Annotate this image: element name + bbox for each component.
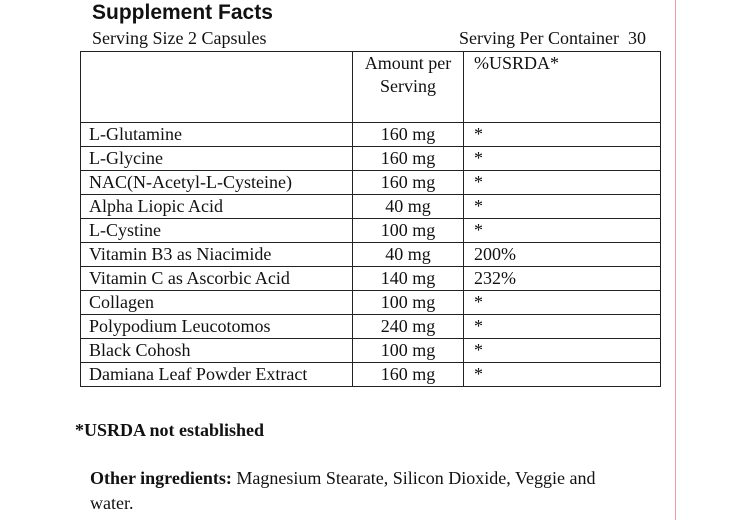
table-row: L-Cystine 100 mg *: [80, 218, 661, 243]
table-row: Damiana Leaf Powder Extract 160 mg *: [80, 362, 661, 387]
table-cell: L-Cystine: [80, 218, 353, 243]
table-row: NAC(N-Acetyl-L-Cysteine) 160 mg *: [80, 170, 661, 195]
margin-line: [675, 0, 676, 520]
table-cell: *: [463, 362, 661, 387]
table-cell: *: [463, 122, 661, 147]
servings-per-container: Serving Per Container 30: [459, 28, 646, 48]
table-row: Polypodium Leucotomos 240 mg *: [80, 314, 661, 339]
title: Supplement Facts: [92, 1, 273, 24]
table-row: L-Glutamine 160 mg *: [80, 122, 661, 147]
table-row: Collagen 100 mg *: [80, 290, 661, 315]
other-text: Magnesium Stearate, Silicon Dioxide, Veg…: [90, 468, 596, 513]
table-cell: Black Cohosh: [80, 338, 353, 363]
table-cell: 140 mg: [352, 266, 464, 291]
table-cell: 40 mg: [352, 194, 464, 219]
table-cell: *: [463, 146, 661, 171]
header-cell: Amount per Serving: [352, 51, 464, 123]
table-cell: *: [463, 170, 661, 195]
table-row: Vitamin B3 as Niacimide 40 mg 200%: [80, 242, 661, 267]
table-row: Alpha Liopic Acid 40 mg *: [80, 194, 661, 219]
table-cell: NAC(N-Acetyl-L-Cysteine): [80, 170, 353, 195]
table-cell: Vitamin C as Ascorbic Acid: [80, 266, 353, 291]
table-cell: 40 mg: [352, 242, 464, 267]
table-row: L-Glycine 160 mg *: [80, 146, 661, 171]
table-cell: *: [463, 338, 661, 363]
table-cell: Vitamin B3 as Niacimide: [80, 242, 353, 267]
table-cell: 160 mg: [352, 146, 464, 171]
table-cell: Collagen: [80, 290, 353, 315]
table-cell: 100 mg: [352, 218, 464, 243]
other-label: Other ingredients:: [90, 468, 232, 488]
table-cell: 200%: [463, 242, 661, 267]
table-cell: 240 mg: [352, 314, 464, 339]
facts-table: Amount per Serving %USRDA* L-Glutamine 16…: [80, 51, 661, 387]
table-row: Black Cohosh 100 mg *: [80, 338, 661, 363]
table-cell: *: [463, 194, 661, 219]
table-cell: 160 mg: [352, 122, 464, 147]
table-cell: L-Glycine: [80, 146, 353, 171]
table-cell: 100 mg: [352, 290, 464, 315]
table-cell: Alpha Liopic Acid: [80, 194, 353, 219]
other-ingredients: Other ingredients: Magnesium Stearate, S…: [90, 466, 610, 516]
table-cell: 160 mg: [352, 170, 464, 195]
table-cell: *: [463, 314, 661, 339]
footnote: *USRDA not established: [75, 420, 265, 440]
table-row: Vitamin C as Ascorbic Acid 140 mg 232%: [80, 266, 661, 291]
table-cell: 160 mg: [352, 362, 464, 387]
header-cell: %USRDA*: [463, 51, 661, 123]
table-cell: *: [463, 218, 661, 243]
table-cell: L-Glutamine: [80, 122, 353, 147]
table-cell: *: [463, 290, 661, 315]
header-cell: [80, 51, 353, 123]
table-cell: 100 mg: [352, 338, 464, 363]
header-row: Amount per Serving %USRDA*: [80, 51, 661, 123]
table-cell: Damiana Leaf Powder Extract: [80, 362, 353, 387]
table-cell: 232%: [463, 266, 661, 291]
serving-size: Serving Size 2 Capsules: [92, 28, 267, 48]
table-cell: Polypodium Leucotomos: [80, 314, 353, 339]
